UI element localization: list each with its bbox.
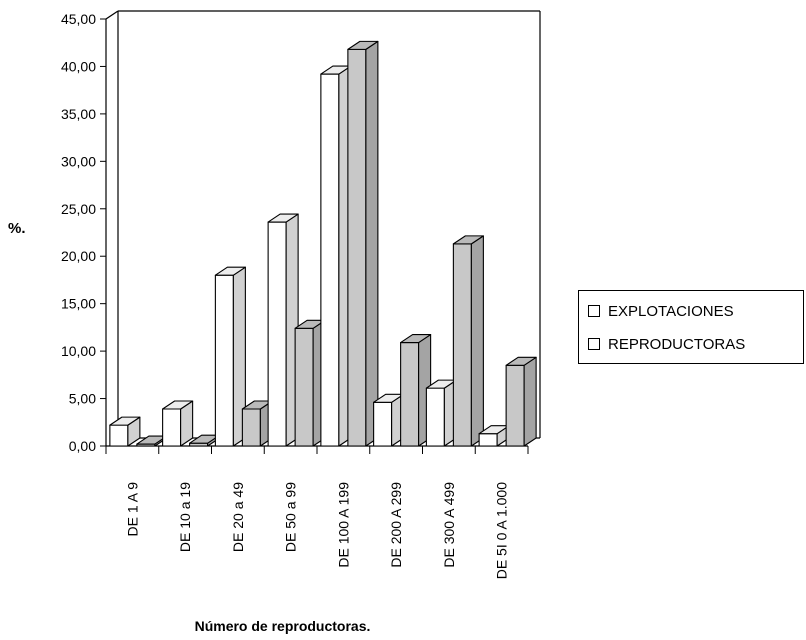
bar-explotaciones: [109, 416, 141, 447]
bar-explotaciones: [214, 266, 246, 447]
x-tick-label: DE 300 A 499: [441, 482, 457, 568]
y-tick-label: 25,00: [61, 201, 96, 217]
y-tick-label: 45,00: [61, 11, 96, 27]
left-wall-edge: [105, 10, 119, 446]
y-tick-label: 15,00: [61, 296, 96, 312]
legend-swatch-explotaciones: [588, 305, 600, 317]
x-tick-label: DE 1 A 9: [124, 482, 140, 537]
x-tick-label: DE 200 A 299: [388, 482, 404, 568]
x-axis-label: Número de reproductoras.: [194, 618, 371, 634]
bar-explotaciones: [267, 213, 299, 447]
bar-reproductoras: [452, 235, 484, 447]
y-tick-label: 40,00: [61, 58, 96, 74]
x-tick-label: DE 20 a 49: [230, 482, 246, 552]
y-tick-label: 30,00: [61, 153, 96, 169]
bar-reproductoras: [189, 434, 221, 447]
legend-label-explotaciones: EXPLOTACIONES: [608, 302, 734, 320]
y-tick-label: 10,00: [61, 343, 96, 359]
y-tick-label: 5,00: [69, 391, 96, 407]
y-axis-label: %.: [8, 220, 26, 237]
bar-reproductoras: [347, 40, 379, 447]
legend-item-reproductoras: REPRODUCTORAS: [588, 334, 745, 354]
legend-item-explotaciones: EXPLOTACIONES: [588, 301, 734, 321]
x-tick-label: DE 100 A 199: [335, 482, 351, 568]
bar-explotaciones: [162, 400, 194, 447]
x-tick-label: DE 5I 0 A 1.000: [494, 482, 510, 580]
bar-explotaciones: [373, 393, 405, 447]
legend-label-reproductoras: REPRODUCTORAS: [608, 335, 746, 353]
y-tick-label: 35,00: [61, 106, 96, 122]
x-tick-label: DE 10 a 19: [177, 482, 193, 552]
bar-explotaciones: [320, 65, 352, 447]
bar-reproductoras: [505, 356, 537, 447]
y-tick-label: 0,00: [69, 438, 96, 454]
legend-swatch-reproductoras: [588, 338, 600, 350]
y-tick-label: 20,00: [61, 248, 96, 264]
x-tick-label: DE 50 a 99: [283, 482, 299, 552]
bar-explotaciones: [425, 379, 457, 447]
legend: EXPLOTACIONES REPRODUCTORAS: [578, 290, 804, 364]
